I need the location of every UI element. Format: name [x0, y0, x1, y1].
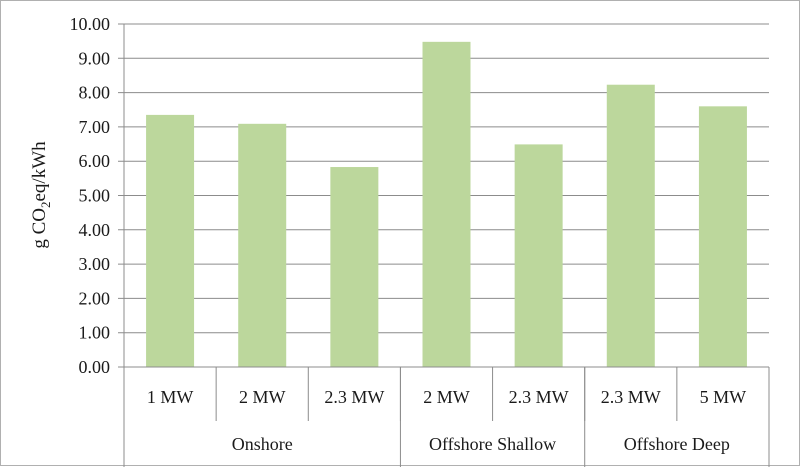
y-tick-label: 5.00	[79, 186, 111, 206]
category-label: 2 MW	[239, 387, 286, 407]
bar	[146, 114, 195, 368]
group-label: Offshore Deep	[624, 434, 730, 454]
group-label: Onshore	[232, 434, 293, 454]
bar	[238, 123, 287, 367]
bar	[606, 84, 655, 367]
axes	[123, 24, 770, 467]
y-tick-label: 9.00	[79, 48, 111, 68]
group-label: Offshore Shallow	[429, 434, 556, 454]
y-tick-label: 0.00	[79, 357, 111, 377]
bar	[698, 106, 747, 367]
category-label: 1 MW	[147, 387, 194, 407]
category-label: 5 MW	[700, 387, 747, 407]
bar	[514, 144, 563, 367]
y-tick-label: 6.00	[79, 151, 111, 171]
category-label: 2.3 MW	[324, 387, 384, 407]
bar	[422, 41, 471, 367]
y-tick-label: 7.00	[79, 117, 111, 137]
y-tick-label: 1.00	[79, 323, 111, 343]
category-label: 2.3 MW	[509, 387, 569, 407]
bar	[330, 167, 379, 367]
y-axis-label: g CO2eq/kWh	[29, 141, 53, 249]
category-label: 2.3 MW	[601, 387, 661, 407]
category-label: 2 MW	[423, 387, 470, 407]
category-labels: 1 MW 2 MW 2.3 MW 2 MW 2.3 MW 2.3 MW 5 MW	[147, 387, 746, 407]
y-axis-label-pre: g CO	[29, 208, 50, 249]
y-tick-label: 10.00	[70, 14, 111, 34]
y-axis-label-post: eq/kWh	[29, 141, 50, 202]
y-tick-label: 2.00	[79, 288, 111, 308]
y-tick-labels: 0.00 1.00 2.00 3.00 4.00 5.00 6.00 7.00 8.00 9.00…	[70, 14, 111, 377]
bars	[146, 41, 747, 368]
y-tick-label: 4.00	[79, 220, 111, 240]
group-labels: Onshore Offshore Shallow Offshore Deep	[232, 434, 730, 454]
y-axis-label-sub: 2	[38, 202, 53, 209]
y-tick-label: 8.00	[79, 83, 111, 103]
y-tick-label: 3.00	[79, 254, 111, 274]
